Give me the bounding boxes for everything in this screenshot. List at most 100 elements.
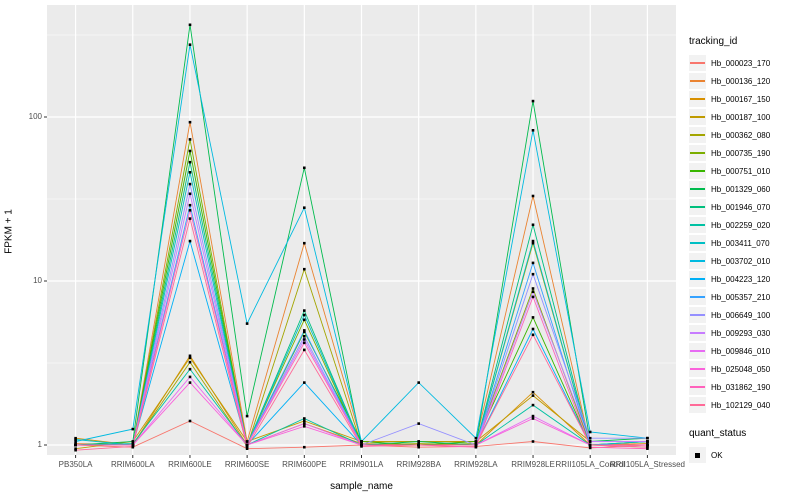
- series-color-line-icon: [690, 350, 705, 352]
- data-point: [646, 447, 649, 450]
- data-point: [188, 43, 192, 46]
- legend-entry: Hb_102129_040: [689, 396, 797, 414]
- x-tick-label: RRII105LA_Stressed: [609, 460, 685, 469]
- data-point: [303, 241, 306, 245]
- y-axis-title: FPKM + 1: [3, 209, 15, 254]
- data-point: [188, 120, 192, 124]
- data-point: [245, 440, 249, 443]
- quant-ok-key: [689, 447, 706, 463]
- data-point: [417, 445, 420, 449]
- data-point: [188, 239, 192, 243]
- data-point: [245, 447, 249, 450]
- quant-status-legend: quant_status OK: [689, 428, 797, 464]
- series-color-line-icon: [690, 134, 705, 136]
- legend-entry: Hb_025048_050: [689, 360, 797, 378]
- data-point: [646, 440, 649, 443]
- data-point: [474, 445, 478, 449]
- legend-key-swatch: [689, 307, 706, 323]
- data-point: [303, 166, 306, 170]
- data-point: [245, 443, 249, 447]
- data-point: [531, 394, 535, 397]
- data-point: [646, 443, 649, 447]
- legend-entry: Hb_003702_010: [689, 252, 797, 270]
- legend-entry: Hb_009293_030: [689, 324, 797, 342]
- data-point: [474, 436, 478, 440]
- data-point: [531, 327, 535, 331]
- data-point: [303, 417, 306, 420]
- data-point: [74, 440, 77, 443]
- x-tick-label: RRIM600LE: [168, 460, 212, 469]
- data-point: [188, 149, 192, 153]
- data-point: [588, 436, 592, 440]
- data-point: [131, 443, 135, 447]
- data-point: [303, 348, 306, 352]
- series-color-line-icon: [690, 224, 705, 226]
- data-point: [303, 309, 306, 312]
- legend-key-swatch: [689, 163, 706, 179]
- legend-entry: Hb_000167_150: [689, 90, 797, 108]
- legend-entry-label: Hb_000136_120: [711, 76, 771, 86]
- y-tick-label: 10: [33, 276, 42, 285]
- legend-entry-ok: OK: [689, 446, 797, 464]
- data-point: [531, 272, 535, 276]
- legend-key-swatch: [689, 397, 706, 413]
- data-point: [531, 287, 535, 290]
- data-point: [303, 341, 306, 345]
- data-point: [360, 443, 363, 447]
- legend-entry: Hb_006649_100: [689, 306, 797, 324]
- series-color-line-icon: [690, 296, 705, 298]
- data-point: [303, 335, 306, 338]
- x-tick-label: PB350LA: [58, 460, 93, 469]
- legend-entry-label: Hb_005357_210: [711, 292, 771, 302]
- data-point: [188, 160, 192, 164]
- data-point: [417, 443, 420, 447]
- legend-key-swatch: [689, 91, 706, 107]
- data-point: [303, 267, 306, 271]
- legend-entry-label: Hb_000187_100: [711, 112, 771, 122]
- data-point: [588, 430, 592, 434]
- data-point: [74, 442, 77, 445]
- legend-key-swatch: [689, 73, 706, 89]
- legend-key-swatch: [689, 217, 706, 233]
- legend-entry-label: Hb_025048_050: [711, 364, 771, 374]
- legend-key-swatch: [689, 253, 706, 269]
- data-point: [131, 427, 135, 431]
- series-color-line-icon: [690, 206, 705, 208]
- data-point: [531, 417, 535, 420]
- data-point: [188, 171, 192, 174]
- data-point: [474, 443, 478, 447]
- legend-entry-label: Hb_009293_030: [711, 328, 771, 338]
- legend-key-swatch: [689, 325, 706, 341]
- series-color-line-icon: [690, 368, 705, 370]
- legend-key-swatch: [689, 235, 706, 251]
- legend-entry-label: Hb_002259_020: [711, 220, 771, 230]
- legend-entry: Hb_000023_170: [689, 54, 797, 72]
- series-color-line-icon: [690, 188, 705, 190]
- legend-entry: Hb_000187_100: [689, 108, 797, 126]
- x-tick-label: RRIM600LA: [110, 460, 155, 469]
- x-tick-label: RRII105LA_Control: [555, 460, 625, 469]
- data-point: [303, 330, 306, 334]
- series-color-line-icon: [690, 386, 705, 388]
- data-point: [74, 447, 77, 450]
- data-point: [531, 129, 535, 132]
- legend-entry: Hb_001946_070: [689, 198, 797, 216]
- data-point: [360, 442, 363, 445]
- data-point: [531, 403, 535, 407]
- series-color-line-icon: [690, 332, 705, 334]
- data-point: [588, 445, 592, 449]
- legend-entry: Hb_009846_010: [689, 342, 797, 360]
- data-point: [303, 445, 306, 449]
- legend-entry-label: Hb_000362_080: [711, 130, 771, 140]
- data-point: [531, 333, 535, 337]
- legend-entry-label: Hb_000751_010: [711, 166, 771, 176]
- data-point: [188, 203, 192, 207]
- x-tick-label: RRIM600SE: [224, 460, 270, 469]
- data-point: [245, 322, 249, 325]
- data-point: [188, 419, 192, 423]
- data-point: [588, 443, 592, 447]
- data-point: [531, 295, 535, 299]
- data-point: [303, 338, 306, 341]
